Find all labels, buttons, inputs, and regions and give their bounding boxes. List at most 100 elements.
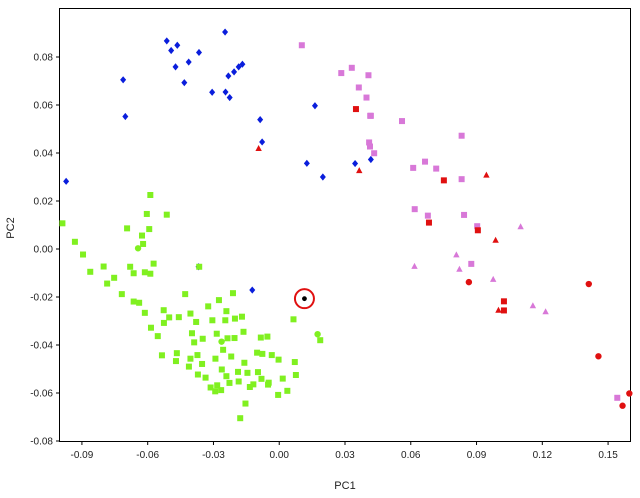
data-point-square [275,391,282,398]
data-point-square [317,337,324,344]
data-point-triangle [490,275,497,282]
data-point-square [474,223,481,230]
y-axis-title: PC2 [5,217,17,238]
data-point-square [191,339,198,346]
x-tick-label: 0.12 [533,450,553,461]
data-point-triangle [517,223,524,230]
y-tick-label: 0.06 [34,101,54,112]
data-point-diamond [352,159,359,168]
data-point-square [355,84,362,91]
data-point-square [209,317,216,324]
data-point-diamond [168,46,175,55]
data-point-square [292,372,299,378]
data-point-square [147,192,154,198]
data-point-diamond [122,112,129,121]
data-point-square [185,363,192,370]
x-axis-title: PC1 [334,480,355,492]
data-point-square [284,387,291,394]
data-point-square [130,298,137,305]
data-point-square [614,394,621,401]
data-point-square [425,219,432,226]
data-point-diamond [257,116,264,124]
data-point-square [100,263,107,270]
data-point-square [104,280,111,287]
data-point-square [220,346,227,353]
data-point-triangle [483,171,490,178]
data-point-square [215,297,222,304]
data-point-square [143,210,150,217]
data-point-diamond [222,28,229,36]
data-point-square [136,299,143,306]
data-point-square [141,309,148,316]
data-point-diamond [174,41,181,49]
data-point-square [461,211,468,218]
data-point-square [138,232,145,239]
data-point-circle [218,338,225,345]
data-point-square [246,384,253,390]
data-point-square [275,356,282,363]
data-point-square [244,369,251,376]
data-point-square [218,387,225,394]
data-point-square [147,270,154,277]
data-point-diamond [172,63,179,71]
data-point-square [440,177,447,184]
data-point-square [241,359,248,366]
y-tick-label: -0.06 [30,389,53,400]
y-tick-label: -0.08 [30,437,53,448]
data-point-square [410,164,417,171]
data-point-triangle [542,308,549,315]
data-point-square [160,307,167,314]
data-point-circle [595,353,602,360]
data-point-diamond [195,48,202,57]
data-point-square [158,352,165,359]
data-point-square [500,298,507,305]
data-point-diamond [63,177,70,185]
data-point-triangle [255,145,262,152]
data-point-square [87,268,94,275]
data-point-square [235,378,242,385]
data-point-square [212,355,219,362]
data-point-square [352,106,359,113]
data-point-circle [134,245,142,252]
data-point-diamond [239,60,246,68]
data-point-square [422,158,429,165]
data-point-square [371,150,378,157]
y-tick-label: 0.00 [34,245,54,256]
data-point-square [424,212,431,219]
data-point-circle [585,280,592,288]
data-point-square [229,290,236,297]
data-point-square [291,359,298,366]
data-point-square [175,314,182,321]
data-point-square [365,72,372,79]
data-point-square [194,352,201,359]
data-point-square [154,333,161,340]
data-point-square [411,206,418,213]
data-point-square [182,291,189,298]
data-point-diamond [303,159,310,167]
data-point-diamond [222,88,229,96]
data-point-square [187,355,194,362]
data-point-diamond [231,68,238,76]
data-point-square [150,260,157,267]
data-point-square [458,132,465,139]
data-point-square [71,238,78,245]
data-point-square [223,308,230,315]
data-point-triangle [453,251,460,258]
data-point-square [363,94,370,101]
data-point-square [140,240,147,247]
data-point-square [500,307,507,314]
data-point-square [298,42,305,49]
data-point-square [130,270,137,277]
data-point-square [433,165,440,172]
data-point-circle [314,331,321,338]
data-point-circle [465,278,473,286]
data-point-square [235,368,242,375]
data-point-square [80,251,87,258]
data-point-square [259,350,266,357]
data-point-square [254,369,261,376]
y-tick-label: 0.02 [34,197,54,208]
data-point-diamond [367,155,374,164]
plot-area [59,8,631,442]
x-axis: -0.09 -0.06 -0.03 0.00 0.03 0.06 0.09 0.12 0.15 [71,441,618,461]
data-point-square [366,143,373,150]
